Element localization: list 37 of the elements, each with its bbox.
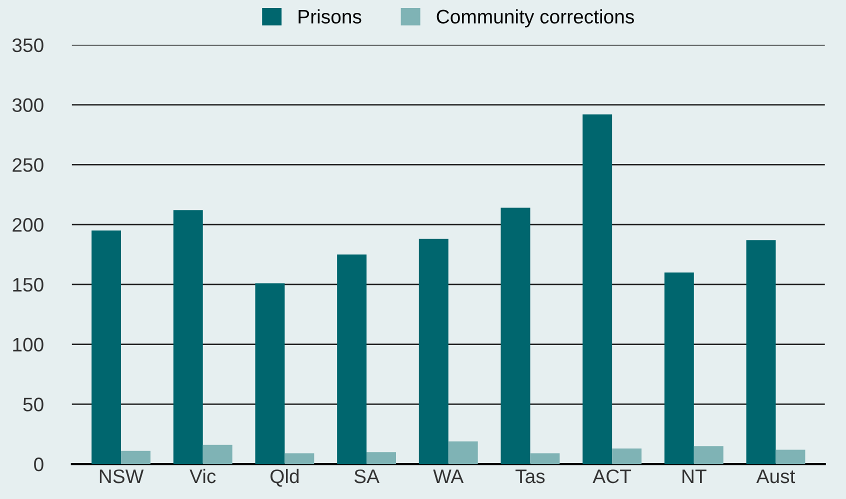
y-tick-label: 0 <box>34 458 44 472</box>
y-tick-label: 350 <box>12 38 44 52</box>
x-tick-label: Vic <box>190 468 216 484</box>
bar <box>121 450 150 464</box>
bar <box>337 254 367 464</box>
y-tick-label: 200 <box>12 218 44 232</box>
x-tick-label: Aust <box>756 470 796 484</box>
bar <box>202 444 232 464</box>
x-tick-label: NT <box>682 470 706 484</box>
y-tick-label: 300 <box>12 98 44 112</box>
x-tick-label: Qld <box>270 468 299 487</box>
x-tick-label: NSW <box>100 469 144 484</box>
bar <box>530 453 560 464</box>
bar <box>694 446 724 464</box>
x-tick-label: SA <box>354 469 380 484</box>
bar <box>255 283 285 464</box>
y-tick-label: 100 <box>13 338 44 352</box>
legend-label: Community corrections <box>436 9 634 28</box>
bar <box>366 452 396 464</box>
y-tick-label: 50 <box>23 398 44 412</box>
bar <box>746 240 776 464</box>
bar <box>418 238 448 464</box>
bar <box>582 114 612 464</box>
x-tick-label: WA <box>433 470 464 484</box>
legend-label: Prisons <box>298 9 362 24</box>
bar <box>500 208 530 464</box>
x-tick-label: ACT <box>592 469 632 484</box>
y-tick-label: 150 <box>13 278 44 292</box>
bar <box>776 450 806 464</box>
bar <box>92 230 122 464</box>
bar <box>173 210 203 464</box>
bar <box>612 448 642 464</box>
bar <box>284 453 314 464</box>
x-tick-label: Tas <box>516 470 545 484</box>
y-tick-label: 250 <box>12 158 44 172</box>
bar <box>664 272 694 464</box>
bar <box>448 441 478 464</box>
